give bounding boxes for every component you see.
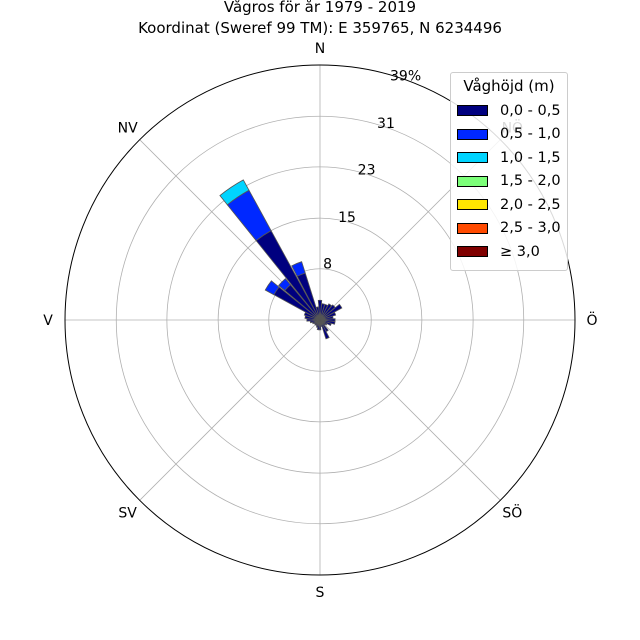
legend-title: Våghöjd (m): [463, 77, 555, 95]
legend-swatch: [457, 199, 488, 211]
direction-label: Ö: [586, 311, 597, 329]
radial-tick-label: 15: [338, 210, 356, 226]
legend-swatch: [457, 105, 488, 117]
legend-item: 2,0 - 2,5: [457, 193, 561, 217]
rose-bar-segment: [319, 303, 343, 321]
legend-item: 2,5 - 3,0: [457, 217, 561, 241]
legend-label: 1,0 - 1,5: [500, 149, 561, 166]
rose-bar-segment: [255, 230, 321, 321]
legend-swatch: [457, 246, 488, 258]
chart-subtitle: Koordinat (Sweref 99 TM): E 359765, N 62…: [138, 19, 502, 37]
legend-entries: 0,0 - 0,5 0,5 - 1,0 1,0 - 1,5 1,5 - 2,0 2,0 …: [457, 99, 561, 264]
legend-label: 1,5 - 2,0: [500, 173, 561, 190]
radial-tick-labels: 8 15 23 31 39%: [323, 68, 421, 272]
legend-label: 2,5 - 3,0: [500, 220, 561, 237]
legend-item: 1,0 - 1,5: [457, 146, 561, 170]
legend-label: 2,0 - 2,5: [500, 196, 561, 213]
polar-grid: [65, 65, 575, 575]
legend-swatch: [457, 175, 488, 187]
rose-bar-segment: [278, 278, 292, 292]
rose-bar-segment: [317, 299, 323, 321]
rose-bar-segment: [219, 179, 250, 206]
legend-swatch: [457, 222, 488, 234]
direction-label: SÖ: [502, 503, 522, 521]
direction-label: V: [43, 313, 53, 329]
legend-swatch: [457, 128, 488, 140]
grid-spoke: [319, 319, 501, 501]
legend-swatch: [457, 152, 488, 164]
wave-rose-bars: [219, 179, 343, 340]
legend: Våghöjd (m) 0,0 - 0,5 0,5 - 1,0 1,0 - 1,5 1…: [450, 72, 568, 271]
legend-item: 0,5 - 1,0: [457, 123, 561, 147]
radial-tick-label: 31: [377, 116, 395, 132]
rose-bar-segment: [315, 306, 321, 321]
legend-item: 1,5 - 2,0: [457, 170, 561, 194]
direction-label: NV: [118, 121, 138, 137]
legend-label: ≥ 3,0: [500, 243, 540, 260]
chart-title: Vågros för år 1979 - 2019: [223, 0, 417, 16]
rose-bar-segment: [319, 319, 330, 340]
legend-item: 0,0 - 0,5: [457, 99, 561, 123]
direction-label: SV: [118, 505, 137, 521]
legend-label: 0,0 - 0,5: [500, 102, 561, 119]
rose-bar-segment: [319, 311, 337, 321]
grid-spoke: [139, 319, 321, 501]
rose-bar-segment: [291, 261, 306, 277]
outer-ring: [64, 64, 576, 576]
direction-label: N: [315, 41, 325, 57]
radial-tick-label: 39%: [390, 68, 421, 84]
legend-label: 0,5 - 1,0: [500, 126, 561, 143]
legend-item: ≥ 3,0: [457, 240, 561, 264]
radial-tick-label: 8: [323, 257, 332, 273]
direction-label: S: [316, 585, 325, 601]
rose-bar-segment: [264, 280, 280, 296]
radial-tick-label: 23: [358, 163, 376, 179]
